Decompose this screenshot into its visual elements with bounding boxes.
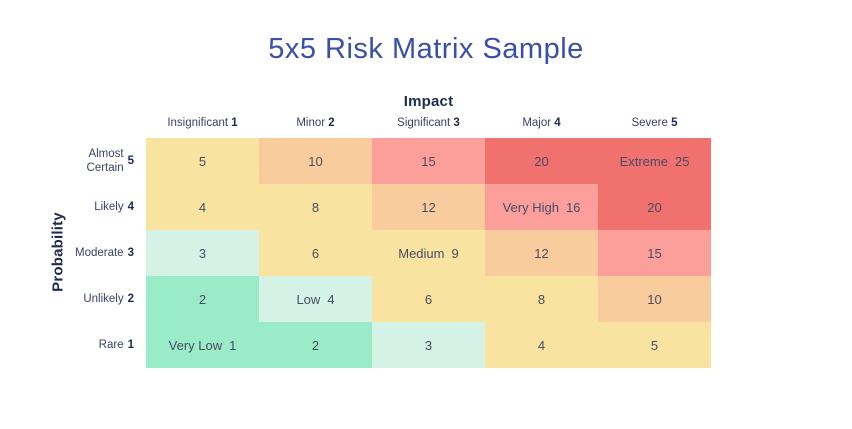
row-label-text: Likely [94,200,124,213]
cell-value: 8 [537,291,546,307]
column-headers: Insignificant 1 Minor 2 Significant 3 Ma… [146,117,711,135]
cell-label: Low [296,291,321,307]
row-label-level: 1 [127,339,134,351]
impact-axis-label: Impact [403,93,454,110]
cell-label: Very High [502,199,559,215]
column-header-level: 5 [671,117,678,129]
matrix-cell: 6 [372,276,485,322]
cell-value: 2 [198,291,207,307]
cell-value: 16 [565,199,581,215]
matrix-cell: 2 [259,322,372,368]
column-header-level: 4 [554,117,561,129]
cell-value: 12 [421,199,436,215]
matrix-cell: 10 [259,138,372,184]
cell-value: 5 [650,337,659,353]
matrix-cell: 12 [485,230,598,276]
cell-value: 20 [534,153,549,169]
column-header-significant: Significant 3 [372,117,485,135]
matrix-cell-extreme: Extreme 25 [598,138,711,184]
column-header-insignificant: Insignificant 1 [146,117,259,135]
row-label-level: 2 [127,293,134,305]
cell-value: 5 [198,153,207,169]
matrix-cell: 12 [372,184,485,230]
matrix-cell: 3 [372,322,485,368]
column-header-text: Significant [397,117,451,129]
cell-value: 4 [537,337,546,353]
cell-value: 12 [534,245,549,261]
column-header-severe: Severe 5 [598,117,711,135]
matrix-cell: 10 [598,276,711,322]
page-title: 5x5 Risk Matrix Sample [268,33,584,65]
matrix-cell: 5 [598,322,711,368]
cell-label: Extreme [619,153,668,169]
matrix-cell: 8 [259,184,372,230]
matrix-cell: 6 [259,230,372,276]
row-label-unlikely: Unlikely 2 [0,276,140,322]
matrix-cell-very-low: Very Low 1 [146,322,259,368]
row-label-rare: Rare 1 [0,322,140,368]
row-labels: Almost Certain 5 Likely 4 Moderate 3 Unlike… [0,138,140,368]
cell-value: 8 [311,199,320,215]
cell-value: 25 [674,153,690,169]
cell-value: 9 [451,245,459,261]
cell-value: 1 [229,337,237,353]
matrix-cell: 8 [485,276,598,322]
column-header-level: 2 [328,117,335,129]
cell-label: Medium [398,245,445,261]
row-label-likely: Likely 4 [0,184,140,230]
cell-value: 20 [647,199,662,215]
row-label-moderate: Moderate 3 [0,230,140,276]
column-header-major: Major 4 [485,117,598,135]
matrix-cell: 20 [485,138,598,184]
matrix-cell-medium: Medium 9 [372,230,485,276]
cell-value: 4 [327,291,335,307]
column-header-text: Severe [631,117,668,129]
row-label-text: Moderate [75,246,124,259]
matrix-cell: 15 [372,138,485,184]
row-label-text: Rare [98,338,124,351]
column-header-text: Insignificant [167,117,229,129]
cell-value: 6 [311,245,320,261]
matrix-cell: 5 [146,138,259,184]
matrix-cell: 4 [146,184,259,230]
row-label-level: 3 [127,247,134,259]
matrix-cell-low: Low 4 [259,276,372,322]
cell-value: 10 [647,291,662,307]
cell-value: 15 [421,153,436,169]
column-header-level: 1 [231,117,238,129]
row-label-level: 4 [127,201,134,213]
matrix-cell: 4 [485,322,598,368]
cell-value: 3 [198,245,207,261]
matrix-cell: 3 [146,230,259,276]
row-label-text: Unlikely [83,292,124,305]
matrix-cell-very-high: Very High 16 [485,184,598,230]
row-label-text: Almost Certain [86,147,124,174]
cell-value: 10 [308,153,323,169]
cell-value: 6 [424,291,433,307]
column-header-minor: Minor 2 [259,117,372,135]
matrix-cell: 20 [598,184,711,230]
cell-value: 3 [424,337,433,353]
column-header-level: 3 [453,117,460,129]
row-label-almost-certain: Almost Certain 5 [0,138,140,184]
row-label-level: 5 [127,155,134,167]
cell-value: 2 [311,337,320,353]
cell-value: 4 [198,199,207,215]
matrix-cell: 15 [598,230,711,276]
risk-matrix-grid: 5 10 15 20 Extreme 25 4 8 12 Very High 16 … [146,138,711,368]
matrix-cell: 2 [146,276,259,322]
cell-value: 15 [647,245,662,261]
column-header-text: Major [522,117,552,129]
cell-label: Very Low [168,337,223,353]
column-header-text: Minor [296,117,326,129]
